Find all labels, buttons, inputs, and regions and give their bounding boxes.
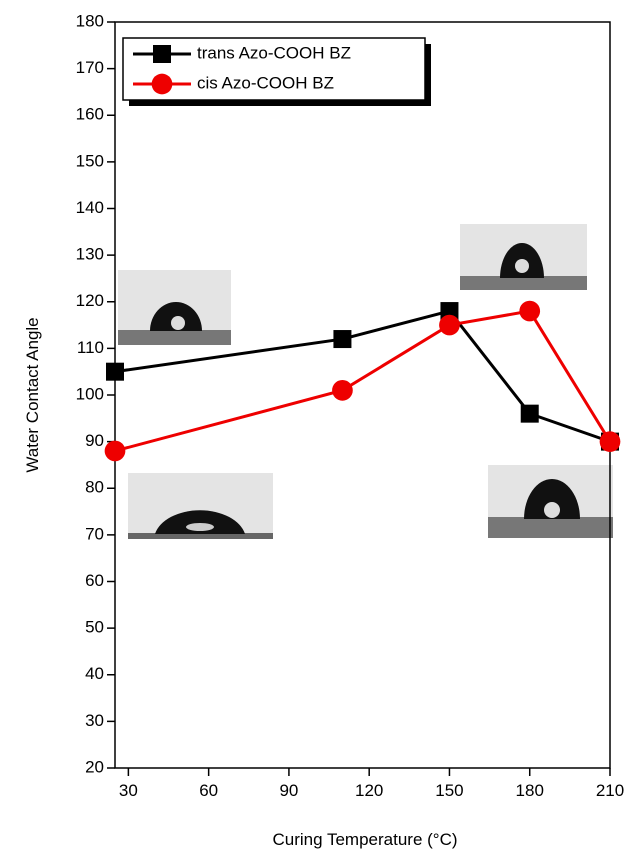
y-tick-label: 100 xyxy=(76,384,104,403)
y-tick-label: 30 xyxy=(85,711,104,730)
y-tick-label: 40 xyxy=(85,664,104,683)
y-tick-label: 160 xyxy=(76,105,104,124)
x-tick-label: 90 xyxy=(279,781,298,800)
y-tick-label: 150 xyxy=(76,151,104,170)
y-tick-label: 110 xyxy=(77,338,104,357)
y-tick-label: 90 xyxy=(85,431,104,450)
legend-label: trans Azo-COOH BZ xyxy=(197,43,351,62)
plot-frame xyxy=(115,22,610,768)
y-tick-label: 130 xyxy=(76,245,104,264)
x-tick-label: 210 xyxy=(596,781,624,800)
x-tick-label: 60 xyxy=(199,781,218,800)
chart: Curing Temperature (°C) Water Contact An… xyxy=(0,0,629,863)
droplet-photo xyxy=(460,224,587,290)
y-tick-label: 180 xyxy=(76,11,104,30)
y-tick-label: 20 xyxy=(85,757,104,776)
y-axis-label: Water Contact Angle xyxy=(23,317,42,472)
marker xyxy=(105,441,126,462)
marker xyxy=(333,330,351,348)
marker xyxy=(439,315,460,336)
marker xyxy=(152,74,173,95)
x-tick-label: 30 xyxy=(119,781,138,800)
y-tick-label: 170 xyxy=(76,58,104,77)
marker xyxy=(600,431,621,452)
y-tick-label: 70 xyxy=(85,524,104,543)
y-tick-label: 140 xyxy=(76,198,104,217)
marker xyxy=(521,405,539,423)
x-tick-label: 150 xyxy=(435,781,463,800)
y-tick-label: 120 xyxy=(76,291,104,310)
droplet-photo xyxy=(488,465,613,538)
y-tick-label: 60 xyxy=(85,571,104,590)
marker xyxy=(153,45,171,63)
legend-label: cis Azo-COOH BZ xyxy=(197,73,334,92)
x-tick-label: 180 xyxy=(516,781,544,800)
x-tick-label: 120 xyxy=(355,781,383,800)
marker xyxy=(106,363,124,381)
marker xyxy=(332,380,353,401)
x-axis-label: Curing Temperature (°C) xyxy=(272,830,457,849)
marker xyxy=(519,301,540,322)
droplet-photo xyxy=(128,473,273,539)
droplet-photo xyxy=(118,270,231,345)
y-tick-label: 50 xyxy=(85,618,104,637)
y-tick-label: 80 xyxy=(85,478,104,497)
